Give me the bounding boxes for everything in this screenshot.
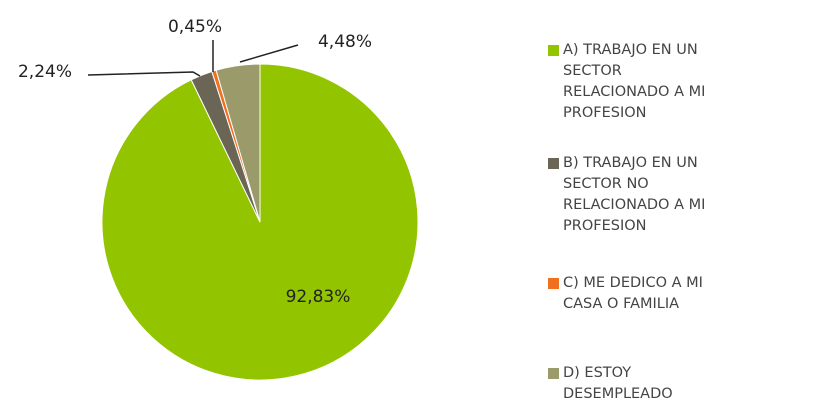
legend-label: D) ESTOY DESEMPLEADO — [563, 365, 673, 402]
data-label: 2,24% — [18, 62, 72, 82]
legend-swatch — [548, 158, 559, 169]
legend-label: C) ME DEDICO A MI CASA O FAMILIA — [563, 275, 703, 312]
legend-swatch — [548, 45, 559, 56]
legend-item: B) TRABAJO EN UN SECTOR NO RELACIONADO A… — [548, 153, 788, 237]
legend-swatch — [548, 368, 559, 379]
legend-swatch — [548, 278, 559, 289]
legend-label: A) TRABAJO EN UN SECTOR RELACIONADO A MI… — [563, 42, 706, 121]
legend-item: C) ME DEDICO A MI CASA O FAMILIA — [548, 273, 788, 315]
slices — [101, 63, 419, 381]
legend-item: D) ESTOY DESEMPLEADO — [548, 363, 788, 405]
data-label: 0,45% — [168, 17, 222, 37]
leader-line — [87, 71, 201, 77]
pie-slice — [215, 63, 261, 223]
data-label: 92,83% — [286, 287, 351, 307]
legend-label: B) TRABAJO EN UN SECTOR NO RELACIONADO A… — [563, 155, 706, 234]
legend-item: A) TRABAJO EN UN SECTOR RELACIONADO A MI… — [548, 40, 788, 124]
leader-line — [239, 44, 299, 63]
data-label: 4,48% — [318, 32, 372, 52]
